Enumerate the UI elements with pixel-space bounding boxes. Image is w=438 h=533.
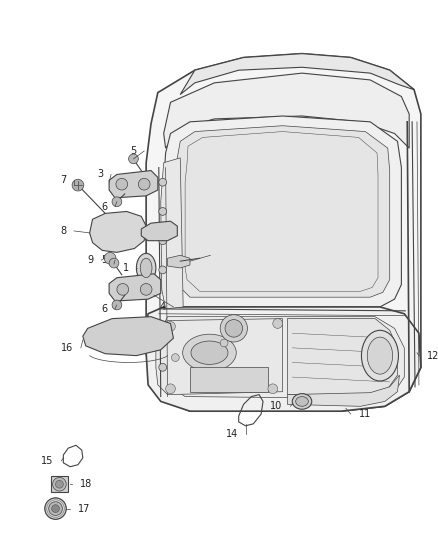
Text: 1: 1 [124, 263, 130, 273]
Circle shape [140, 284, 152, 295]
PathPatch shape [109, 274, 161, 301]
PathPatch shape [175, 126, 390, 297]
Text: 5: 5 [101, 255, 107, 265]
Circle shape [129, 154, 138, 164]
PathPatch shape [168, 255, 190, 268]
Circle shape [268, 384, 278, 394]
Circle shape [45, 498, 66, 519]
Circle shape [220, 339, 228, 347]
Circle shape [159, 237, 166, 245]
PathPatch shape [158, 317, 404, 399]
Circle shape [112, 197, 122, 207]
Text: 15: 15 [41, 456, 53, 466]
Circle shape [273, 319, 283, 328]
Circle shape [72, 179, 84, 191]
Text: 4: 4 [159, 302, 166, 312]
Text: 10: 10 [270, 401, 283, 411]
Ellipse shape [292, 394, 312, 409]
FancyBboxPatch shape [51, 477, 68, 492]
Text: 12: 12 [427, 351, 438, 361]
Text: 14: 14 [226, 429, 238, 439]
Text: 2: 2 [196, 251, 203, 260]
Ellipse shape [296, 397, 308, 406]
Circle shape [159, 334, 166, 342]
Ellipse shape [140, 258, 152, 278]
PathPatch shape [180, 54, 414, 94]
PathPatch shape [156, 319, 283, 394]
Ellipse shape [136, 253, 156, 282]
Circle shape [166, 384, 175, 394]
Text: 5: 5 [130, 146, 136, 156]
Text: 6: 6 [101, 201, 107, 212]
PathPatch shape [287, 319, 398, 394]
Circle shape [117, 284, 129, 295]
Circle shape [49, 502, 62, 515]
Circle shape [138, 179, 150, 190]
Circle shape [159, 266, 166, 274]
Circle shape [171, 354, 179, 361]
Circle shape [166, 321, 175, 332]
Circle shape [56, 480, 64, 488]
Circle shape [53, 478, 66, 491]
Circle shape [225, 320, 243, 337]
Text: 17: 17 [78, 504, 90, 514]
PathPatch shape [146, 54, 421, 411]
Circle shape [109, 258, 119, 268]
Circle shape [104, 252, 116, 264]
Text: 6: 6 [101, 304, 107, 314]
Text: 9: 9 [88, 255, 94, 265]
Circle shape [112, 300, 122, 310]
PathPatch shape [109, 171, 158, 198]
Text: 3: 3 [97, 169, 103, 180]
Circle shape [52, 505, 60, 513]
Circle shape [220, 314, 247, 342]
Ellipse shape [361, 330, 399, 381]
Circle shape [159, 207, 166, 215]
Text: 11: 11 [359, 409, 371, 419]
PathPatch shape [83, 317, 173, 356]
Ellipse shape [191, 341, 228, 365]
Circle shape [116, 179, 127, 190]
Circle shape [159, 179, 166, 186]
PathPatch shape [164, 73, 409, 148]
Text: 16: 16 [61, 343, 73, 353]
Text: 8: 8 [60, 226, 66, 236]
Ellipse shape [367, 337, 392, 374]
Text: 7: 7 [60, 175, 66, 185]
PathPatch shape [90, 212, 146, 252]
PathPatch shape [287, 375, 399, 406]
Circle shape [159, 364, 166, 371]
PathPatch shape [190, 367, 268, 392]
Text: 18: 18 [80, 479, 92, 489]
PathPatch shape [164, 116, 401, 307]
PathPatch shape [146, 307, 421, 411]
PathPatch shape [161, 158, 183, 309]
PathPatch shape [141, 221, 177, 241]
Ellipse shape [183, 334, 236, 371]
